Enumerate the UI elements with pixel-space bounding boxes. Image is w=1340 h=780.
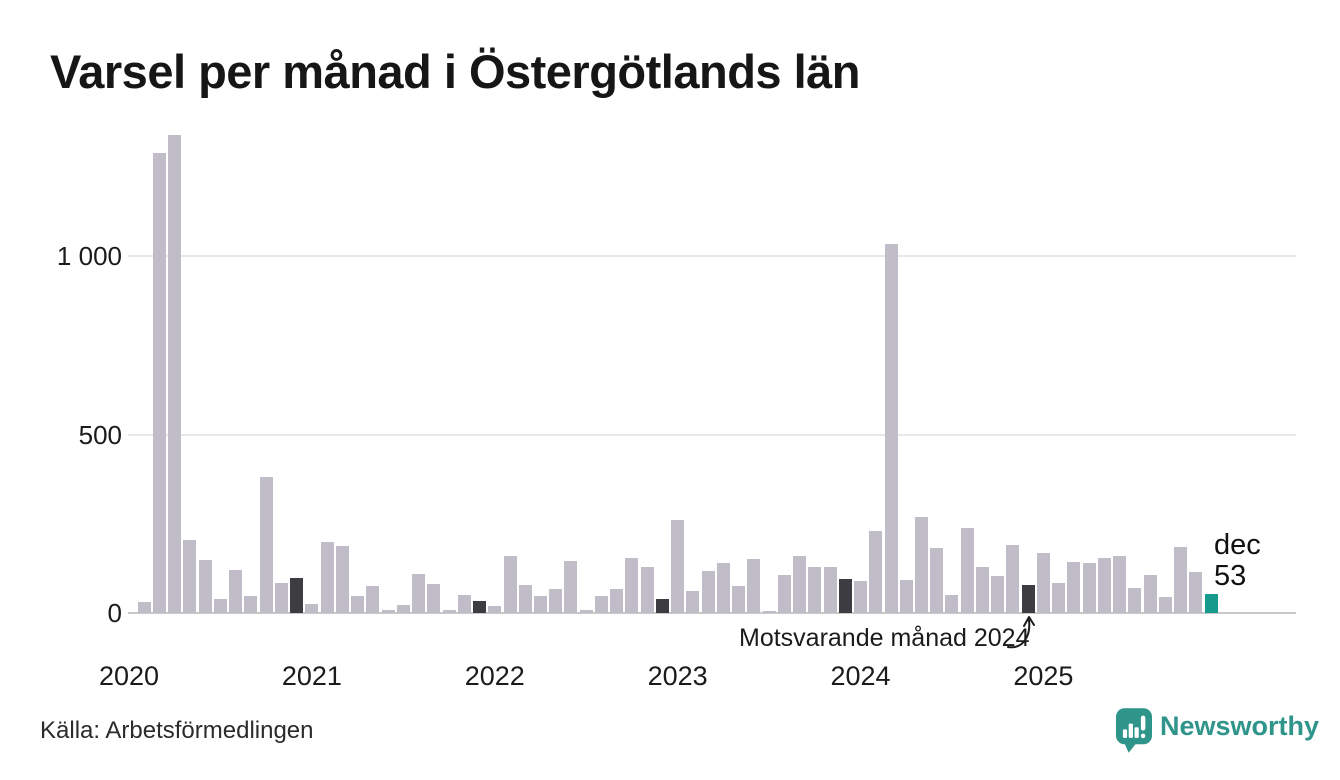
bar-2020-mar [152,152,166,613]
bar-2020-aug [229,570,243,613]
bar-2025-nov [1189,571,1203,613]
bar-2024-nov [1006,544,1020,613]
bar-2020-okt [259,477,273,613]
bar-2023-jun [747,558,761,613]
bar-2021-nov [457,594,471,613]
bar-2025-okt [1174,546,1188,613]
bar-2021-sep [427,584,441,613]
bar-2021-okt [442,609,456,613]
bar-2025-jan [1036,552,1050,613]
bar-2025-maj [1097,557,1111,613]
bar-2023-maj [732,586,746,613]
bar-2022-jun [564,560,578,613]
bar-2020-dec [290,578,304,613]
bar-2023-nov [823,566,837,613]
x-axis-line [128,612,1296,614]
bar-2023-apr [716,563,730,613]
y-tick-label-500: 500 [78,419,122,450]
bar-2025-feb [1052,583,1066,613]
bar-2022-aug [594,596,608,613]
x-year-label-2024: 2024 [830,661,891,691]
y-tick-label-0: 0 [107,598,122,628]
bar-2024-dec [1021,585,1035,613]
bar-2022-jul [579,609,593,613]
bar-2023-jan [671,520,685,613]
bar-2025-jul [1128,587,1142,613]
bar-2022-dec [655,599,669,613]
bar-2020-nov [274,583,288,613]
bar-2023-aug [777,575,791,613]
bar-2022-okt [625,557,639,613]
gridline-500 [128,433,1296,436]
bar-2024-jul [945,595,959,613]
bar-2022-nov [640,566,654,613]
bar-2025-aug [1143,575,1157,613]
chart-title: Varsel per månad i Östergötlands län [50,45,861,98]
bar-2023-dec [838,578,852,613]
bar-2024-jan [854,581,868,613]
y-tick-label-1000: 1 000 [56,241,122,272]
bar-2022-maj [549,588,563,613]
bar-2025-dec [1204,594,1218,613]
bar-2020-apr [168,135,182,613]
bar-2024-jun [930,548,944,613]
bar-2025-sep [1158,596,1172,613]
bar-2022-apr [533,595,547,613]
annotation-reference-month: Motsvarande månad 2024 [739,624,1030,652]
bar-2021-maj [366,585,380,613]
bar-2025-mar [1067,562,1081,613]
bar-2021-jan [305,604,319,613]
bar-2020-maj [183,539,197,613]
x-year-label-2022: 2022 [464,661,525,691]
bar-2023-okt [808,566,822,613]
bar-2024-apr [899,580,913,613]
bar-2022-feb [503,556,517,613]
x-year-label-2020: 2020 [98,661,160,691]
bar-2020-jul [213,598,227,613]
current-value: 53 [1214,560,1247,592]
newsworthy-wordmark: Newsworthy [1160,711,1320,741]
bar-2021-aug [412,573,426,613]
gridline-1000 [128,255,1296,258]
bar-2024-aug [960,527,974,613]
bar-2023-mar [701,571,715,613]
bar-2023-feb [686,590,700,613]
bar-2025-jun [1113,555,1127,613]
newsworthy-bubble-chart-icon [1116,708,1152,753]
annotation-arrow-icon [1007,616,1035,649]
bar-2024-maj [914,517,928,613]
bar-2020-feb [137,602,151,613]
bar-2023-jul [762,611,776,613]
bar-2024-sep [975,567,989,613]
bar-2022-sep [610,589,624,613]
bar-2024-okt [991,576,1005,613]
bar-2021-dec [473,600,487,613]
bar-2022-jan [488,605,502,613]
bar-2024-feb [869,530,883,613]
bar-2022-mar [518,584,532,613]
bar-2020-sep [244,595,258,613]
bar-2021-mar [335,545,349,613]
newsworthy-logo[interactable]: Newsworthy [1116,708,1319,756]
bar-2021-apr [351,595,365,613]
bar-2021-jun [381,610,395,613]
current-value-label: dec 53 [1214,530,1261,592]
bar-2020-jun [198,559,212,613]
x-year-label-2023: 2023 [647,661,708,691]
bar-2024-mar [884,243,898,613]
bar-2021-feb [320,542,334,613]
current-month-label: dec [1214,529,1261,561]
x-year-label-2021: 2021 [281,661,342,691]
bar-2021-jul [396,605,410,613]
bar-2025-apr [1082,562,1096,613]
x-year-label-2025: 2025 [1013,661,1074,691]
source-label: Källa: Arbetsförmedlingen [40,717,314,744]
bar-2023-sep [793,555,807,613]
